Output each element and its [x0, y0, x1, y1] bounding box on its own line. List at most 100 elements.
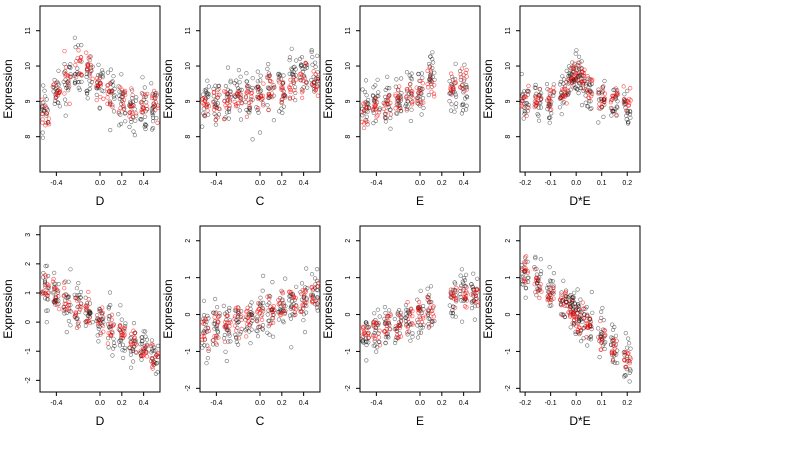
observed-point	[132, 107, 137, 112]
observed-point	[227, 105, 232, 111]
fitted-point	[278, 76, 284, 82]
observed-point	[397, 308, 402, 313]
observed-point	[311, 293, 316, 299]
fitted-point	[62, 301, 67, 306]
observed-point	[143, 334, 148, 339]
fitted-point	[238, 92, 244, 97]
fitted-point	[546, 95, 551, 101]
observed-point	[309, 272, 315, 277]
observed-point	[232, 93, 237, 98]
fitted-point	[39, 97, 45, 102]
observed-point	[127, 124, 132, 130]
fitted-point	[223, 319, 228, 325]
fitted-point	[211, 89, 217, 95]
fitted-point	[393, 324, 398, 329]
fitted-point	[410, 321, 415, 326]
fitted-point	[89, 68, 94, 73]
observed-point	[301, 312, 307, 317]
fitted-point	[464, 285, 469, 290]
observed-point	[204, 361, 209, 366]
fitted-point	[261, 81, 266, 86]
observed-point	[626, 341, 632, 346]
fitted-point	[453, 80, 459, 85]
observed-point	[42, 278, 48, 283]
observed-point	[548, 279, 554, 284]
fitted-point	[94, 97, 99, 103]
observed-point	[386, 104, 391, 110]
fitted-point	[95, 313, 100, 318]
observed-point	[234, 83, 239, 88]
fitted-point	[622, 351, 628, 356]
y-tick-label: -2	[185, 385, 192, 391]
fitted-point	[622, 358, 627, 363]
observed-point	[395, 312, 400, 317]
fitted-point	[215, 92, 220, 98]
observed-point	[419, 112, 424, 117]
observed-point	[289, 66, 294, 71]
fitted-point	[101, 96, 106, 101]
observed-point	[428, 70, 434, 75]
observed-point	[250, 318, 255, 323]
fitted-point	[143, 350, 149, 355]
y-tick-label: 8	[25, 135, 32, 139]
fitted-point	[473, 296, 478, 302]
observed-point	[134, 113, 139, 118]
observed-point	[393, 338, 398, 343]
observed-point	[42, 296, 48, 301]
fitted-point	[585, 324, 591, 329]
fitted-point	[299, 90, 305, 95]
fitted-point	[76, 48, 81, 53]
observed-point	[140, 75, 145, 80]
fitted-point	[107, 88, 112, 93]
fitted-point	[281, 304, 287, 309]
observed-point	[150, 119, 156, 124]
observed-point	[57, 104, 62, 109]
fitted-point	[537, 295, 542, 301]
fitted-point	[73, 310, 78, 315]
observed-point	[87, 308, 92, 314]
fitted-point	[585, 74, 590, 79]
observed-point	[521, 274, 526, 279]
observed-point	[76, 85, 81, 90]
observed-point	[447, 99, 452, 104]
y-tick-label: -1	[25, 348, 32, 354]
fitted-point	[562, 86, 567, 91]
observed-point	[74, 286, 79, 291]
observed-point	[551, 82, 556, 87]
observed-point	[106, 304, 111, 310]
fitted-point	[108, 100, 113, 106]
fitted-point	[52, 286, 57, 292]
observed-point	[373, 118, 378, 123]
observed-point	[557, 82, 563, 87]
observed-point	[462, 278, 468, 283]
observed-point	[213, 296, 218, 302]
observed-point	[211, 94, 216, 99]
observed-point	[625, 88, 630, 93]
observed-point	[533, 254, 538, 259]
fitted-point	[475, 303, 480, 308]
observed-point	[256, 110, 261, 115]
fitted-point	[584, 313, 589, 318]
observed-point	[215, 330, 221, 335]
observed-point	[255, 69, 260, 74]
fitted-point	[292, 306, 297, 311]
fitted-point	[361, 101, 366, 106]
observed-point	[222, 336, 227, 341]
observed-point	[448, 108, 454, 113]
observed-point	[258, 300, 263, 305]
observed-point	[112, 86, 117, 92]
fitted-point	[149, 342, 154, 347]
observed-point	[421, 105, 426, 111]
fitted-point	[362, 108, 367, 113]
y-tick-label: -2	[345, 385, 352, 391]
observed-point	[222, 332, 227, 338]
y-tick-label: 2	[25, 262, 32, 266]
observed-point	[100, 73, 105, 78]
observed-point	[257, 130, 263, 135]
fitted-point	[46, 116, 52, 121]
fitted-point	[397, 325, 403, 331]
observed-point	[461, 101, 466, 106]
y-tick-label: -1	[505, 348, 512, 354]
fitted-point	[464, 87, 470, 92]
observed-point	[458, 68, 463, 74]
